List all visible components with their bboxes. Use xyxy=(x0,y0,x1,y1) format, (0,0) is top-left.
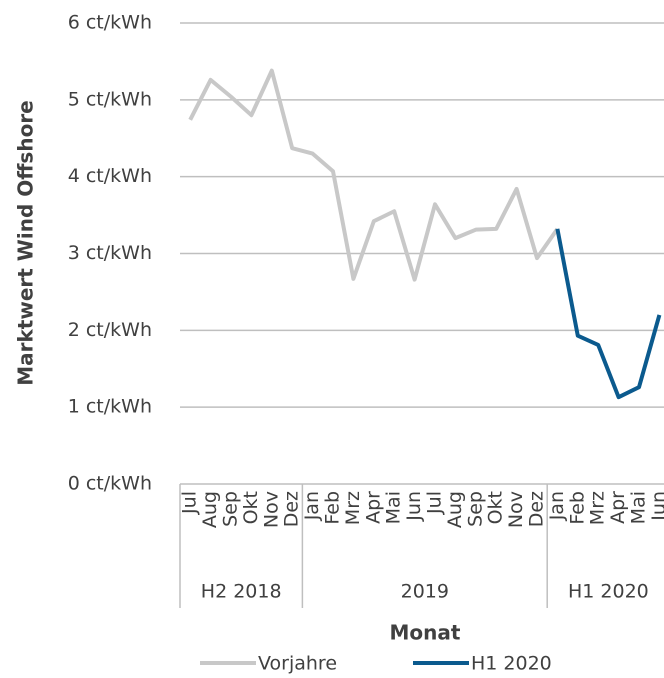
x-tick-label: Jun xyxy=(648,491,664,522)
x-tick-label: Mrz xyxy=(342,491,364,525)
y-axis-label: Marktwert Wind Offshore xyxy=(14,100,38,386)
y-tick-label: 2 ct/kWh xyxy=(68,319,152,341)
x-tick-label: Feb xyxy=(566,491,588,525)
y-tick-label: 4 ct/kWh xyxy=(68,165,152,187)
x-tick-label: Nov xyxy=(260,491,282,528)
group-label: H2 2018 xyxy=(201,581,282,603)
x-tick-label: Apr xyxy=(607,491,629,524)
x-tick-label: Dez xyxy=(281,491,303,527)
x-tick-label: Aug xyxy=(199,491,221,528)
x-tick-label: Apr xyxy=(362,491,384,524)
y-tick-label: 0 ct/kWh xyxy=(68,473,152,495)
line-series xyxy=(555,228,662,400)
group-label: 2019 xyxy=(401,581,449,603)
line-series xyxy=(188,68,560,282)
x-tick-label: Jan xyxy=(301,491,323,521)
group-label: H1 2020 xyxy=(568,581,649,603)
x-tick-label: Jul xyxy=(424,491,446,515)
x-axis-label: Monat xyxy=(390,621,461,645)
x-tick-label: Jan xyxy=(546,491,568,521)
legend-label: H1 2020 xyxy=(471,653,552,675)
x-tick-label: Jul xyxy=(179,491,201,515)
x-tick-label: Okt xyxy=(485,491,507,524)
legend-label: Vorjahre xyxy=(258,653,337,675)
x-tick-label: Dez xyxy=(526,491,548,527)
x-tick-label: Jun xyxy=(403,491,425,522)
x-tick-label: Sep xyxy=(464,491,486,527)
x-tick-label: Okt xyxy=(240,491,262,524)
x-tick-label: Aug xyxy=(444,491,466,528)
x-tick-label: Mrz xyxy=(587,491,609,525)
y-tick-label: 1 ct/kWh xyxy=(68,396,152,418)
y-tick-label: 5 ct/kWh xyxy=(68,88,152,110)
x-tick-label: Nov xyxy=(505,491,527,528)
y-tick-label: 3 ct/kWh xyxy=(68,242,152,264)
x-tick-label: Mai xyxy=(383,491,405,524)
x-tick-label: Sep xyxy=(220,491,242,527)
y-tick-label: 6 ct/kWh xyxy=(68,12,152,34)
x-tick-label: Feb xyxy=(322,491,344,525)
x-tick-label: Mai xyxy=(628,491,650,524)
